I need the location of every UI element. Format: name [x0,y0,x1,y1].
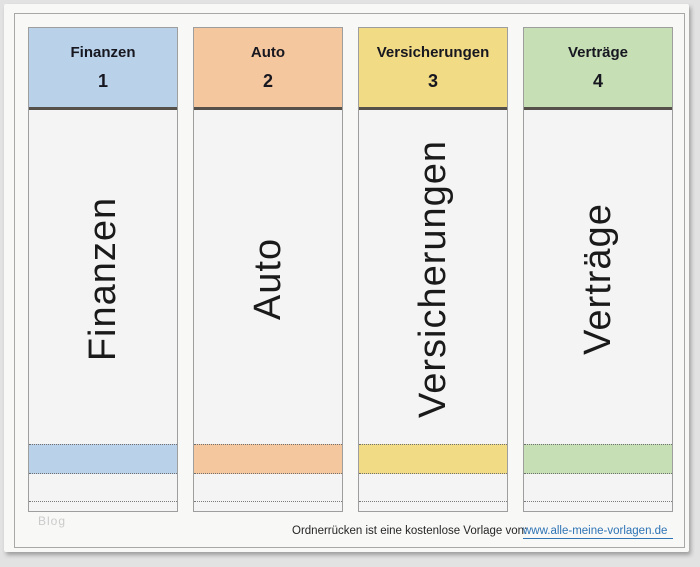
label-header: Versicherungen 3 [359,28,507,110]
label-header: Verträge 4 [524,28,672,110]
folder-label-vertraege: Verträge 4 Verträge [523,27,673,512]
template-page: Finanzen 1 Finanzen Auto 2 Auto Vers [4,4,689,552]
label-color-stripe [194,444,342,474]
label-title: Finanzen [70,44,136,61]
label-color-stripe [29,444,177,474]
label-color-stripe [359,444,507,474]
dotted-line [359,501,507,502]
label-number: 4 [592,71,603,91]
page-frame-border [14,13,685,548]
spine-text: Verträge [577,202,619,355]
spine-area: Finanzen [29,113,177,444]
folder-label-finanzen: Finanzen 1 Finanzen [28,27,178,512]
label-title: Versicherungen [376,44,490,61]
spine-area: Auto [194,113,342,444]
label-color-stripe [524,444,672,474]
label-title: Verträge [567,44,629,61]
folder-label-versicherungen: Versicherungen 3 Versicherungen [358,27,508,512]
dotted-line [524,501,672,502]
label-header: Finanzen 1 [29,28,177,110]
label-header: Auto 2 [194,28,342,110]
blog-watermark: Blog [38,514,67,528]
footer-credit-text: Ordnerrücken ist eine kostenlose Vorlage… [292,525,528,537]
dotted-line [29,501,177,502]
spine-text: Finanzen [82,196,125,361]
label-number: 2 [262,71,273,91]
dotted-line [194,501,342,502]
spine-text: Auto [246,237,289,320]
spine-text: Versicherungen [412,139,455,418]
spine-area: Verträge [524,113,672,444]
footer-link[interactable]: www.alle-meine-vorlagen.de [523,525,674,539]
spine-area: Versicherungen [359,113,507,444]
label-title: Auto [250,44,286,61]
label-number: 1 [97,71,108,91]
folder-label-auto: Auto 2 Auto [193,27,343,512]
label-number: 3 [427,71,438,91]
